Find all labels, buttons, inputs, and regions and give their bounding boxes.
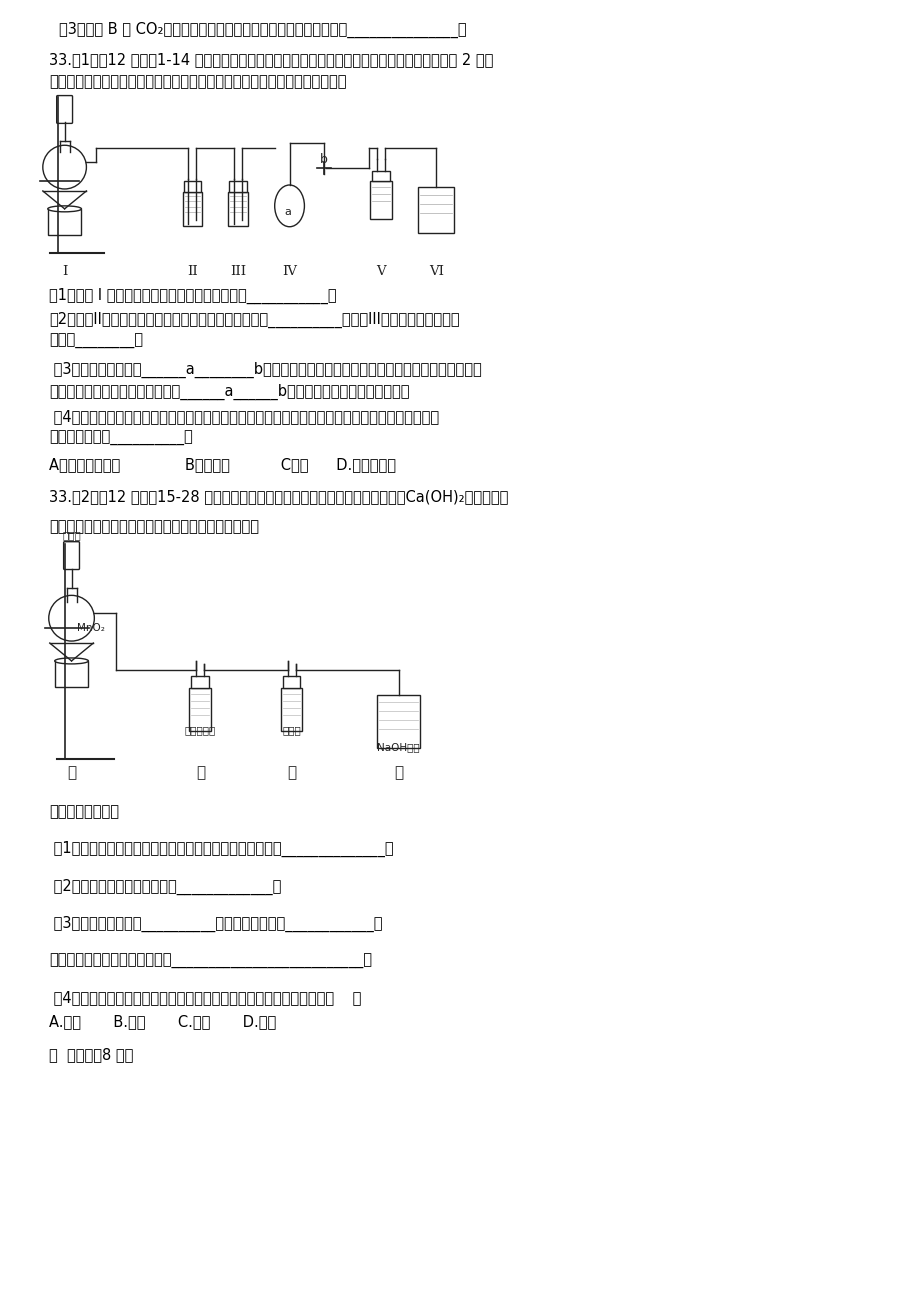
FancyBboxPatch shape (63, 542, 79, 569)
Text: （2）制取漂白粉的化学方程式_____________；: （2）制取漂白粉的化学方程式_____________； (49, 879, 281, 894)
FancyBboxPatch shape (183, 181, 201, 191)
Text: 应盛放________。: 应盛放________。 (49, 335, 142, 349)
Text: VI: VI (428, 266, 443, 279)
FancyBboxPatch shape (229, 181, 246, 191)
FancyBboxPatch shape (371, 171, 390, 181)
FancyBboxPatch shape (369, 181, 391, 219)
Text: （1）工业上电解饱和食盐水来制备氯气，其化学方程式是______________；: （1）工业上电解饱和食盐水来制备氯气，其化学方程式是______________… (49, 841, 393, 857)
FancyBboxPatch shape (189, 687, 211, 732)
FancyBboxPatch shape (418, 187, 454, 233)
Text: （3）写出 B 与 CO₂反应的化学方程式并用双线桥法标出电子转移：_______________。: （3）写出 B 与 CO₂反应的化学方程式并用双线桥法标出电子转移：______… (59, 22, 466, 38)
Text: （4）家庭中使用漂白粉时，为了增强漂白能力，可加入少量的物质是（    ）: （4）家庭中使用漂白粉时，为了增强漂白能力，可加入少量的物质是（ ） (49, 990, 361, 1005)
Text: （1）写出 I 装置烧瓶中发生的反应的离子方式：___________。: （1）写出 I 装置烧瓶中发生的反应的离子方式：___________。 (49, 288, 336, 303)
Text: （4）兴趣小组的某些同学准备在烧杯中加入下列溶液中的一种来吸收残余氯气，你认为其中不恰当: （4）兴趣小组的某些同学准备在烧杯中加入下列溶液中的一种来吸收残余氯气，你认为其… (49, 410, 438, 424)
Text: A.食盐       B.纯碱       C.烧碱       D.食醋: A.食盐 B.纯碱 C.烧碱 D.食醋 (49, 1014, 276, 1029)
FancyBboxPatch shape (377, 695, 420, 749)
Circle shape (49, 595, 95, 641)
FancyBboxPatch shape (54, 661, 88, 686)
Text: a: a (284, 207, 290, 217)
Ellipse shape (48, 206, 82, 212)
Text: II: II (187, 266, 198, 279)
Circle shape (43, 146, 86, 189)
FancyBboxPatch shape (280, 687, 302, 732)
Text: 石灰乳: 石灰乳 (282, 725, 301, 736)
Text: 三  计算题（8 分）: 三 计算题（8 分） (49, 1047, 133, 1062)
FancyBboxPatch shape (228, 191, 247, 225)
Text: IV: IV (282, 266, 297, 279)
Text: 丁装置处发生反应的离子方程式__________________________。: 丁装置处发生反应的离子方程式__________________________… (49, 954, 371, 969)
Text: 丙: 丙 (287, 766, 296, 780)
Text: （3）实验开始后，先______a________b（填「关闭」或「打开」，下同）；当集满一瓶氯气时，: （3）实验开始后，先______a________b（填「关闭」或「打开」，下同… (49, 362, 481, 378)
Text: 粉。该兴趣小组设计了下列实验装置，进行如下实验：: 粉。该兴趣小组设计了下列实验装置，进行如下实验： (49, 519, 258, 534)
Text: （2）装置II中盛放的药品是饱和氯化钓溶液，其作用是__________；装置III的作用是干燥氯气，: （2）装置II中盛放的药品是饱和氯化钓溶液，其作用是__________；装置I… (49, 312, 459, 328)
Text: 饱和含盐水: 饱和含盐水 (185, 725, 216, 736)
Text: 请回答下列问题：: 请回答下列问题： (49, 805, 119, 819)
Ellipse shape (275, 185, 304, 227)
Text: 33.（1）（12 分））1-14 班做）某化学兴趣小组拟用浓盐酸与二氧化锤加热反应，制取并收集 2 瓶干: 33.（1）（12 分））1-14 班做）某化学兴趣小组拟用浓盐酸与二氧化锤加热… (49, 52, 493, 66)
Text: 乙: 乙 (196, 766, 205, 780)
Text: 丁: 丁 (393, 766, 403, 780)
FancyBboxPatch shape (182, 191, 202, 225)
FancyBboxPatch shape (57, 95, 73, 124)
FancyBboxPatch shape (48, 208, 82, 234)
Text: 浓盐酸: 浓盐酸 (62, 530, 81, 540)
Text: （3）乙装置的作用是__________，丁装置的作用是____________。: （3）乙装置的作用是__________，丁装置的作用是____________… (49, 917, 381, 932)
Text: 33.（2）（12 分））15-28 班做）某化学兴趣小组在实验室利用氯气与石灰乳【Ca(OH)₂】制取漂白: 33.（2）（12 分））15-28 班做）某化学兴趣小组在实验室利用氯气与石灰… (49, 490, 507, 504)
Text: 燥、纯净的氯气。为防止换集气瓶时生成的氯气污染空气，设计了如下装置：: 燥、纯净的氯气。为防止换集气瓶时生成的氯气污染空气，设计了如下装置： (49, 74, 346, 89)
FancyBboxPatch shape (282, 676, 301, 687)
Text: 甲: 甲 (67, 766, 76, 780)
FancyBboxPatch shape (191, 676, 209, 687)
Text: MnO₂: MnO₂ (76, 624, 104, 633)
Ellipse shape (54, 658, 88, 664)
Text: A．氢氧化钓溶液              B．浓硫酸           C．水      D.澄清石灰水: A．氢氧化钓溶液 B．浓硫酸 C．水 D.澄清石灰水 (49, 457, 395, 473)
Text: III: III (230, 266, 245, 279)
Text: 的是（填序号）__________。: 的是（填序号）__________。 (49, 431, 192, 447)
Text: I: I (62, 266, 67, 279)
Text: b: b (320, 152, 328, 165)
Text: NaOH溶液: NaOH溶液 (377, 742, 419, 753)
Text: 为减少换集气瓶时氯气的外溢，再______a______b，换好集气瓶后，继续收集氯气: 为减少换集气瓶时氯气的外溢，再______a______b，换好集气瓶后，继续收… (49, 384, 409, 400)
Text: V: V (376, 266, 385, 279)
